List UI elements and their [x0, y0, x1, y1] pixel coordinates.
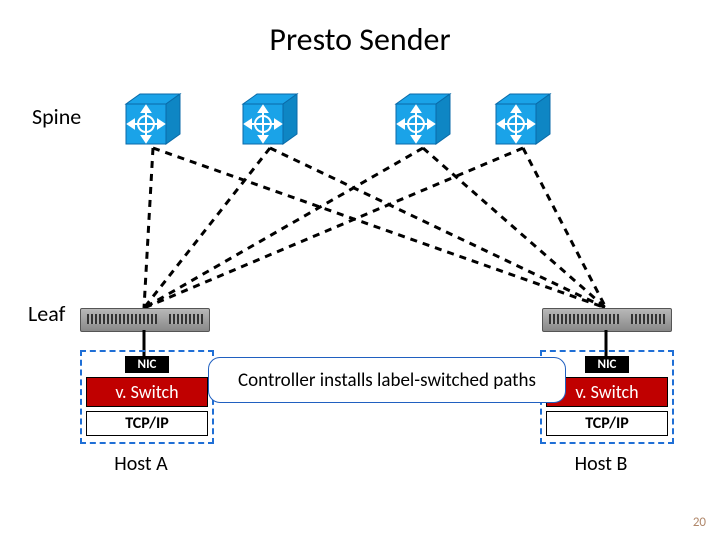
slide-title: Presto Sender	[0, 20, 720, 59]
host-a-vswitch: v. Switch	[86, 377, 208, 407]
host-a-label: Host A	[80, 452, 202, 476]
host-b-nic: NIC	[585, 356, 629, 373]
leaf-switch-0	[80, 308, 210, 332]
host-a-nic: NIC	[125, 356, 169, 373]
host-a-box: NIC v. Switch TCP/IP	[80, 350, 214, 444]
spine-switch-1	[237, 92, 303, 146]
host-b-tcpip: TCP/IP	[546, 411, 668, 436]
host-a-tcpip: TCP/IP	[86, 411, 208, 436]
spine-switch-3	[490, 92, 556, 146]
leaf-switch-1	[542, 308, 672, 332]
spine-label: Spine	[32, 103, 81, 130]
slide-number: 20	[693, 515, 706, 530]
host-b-label: Host B	[540, 452, 662, 476]
leaf-label: Leaf	[28, 300, 65, 327]
spine-switch-0	[120, 92, 186, 146]
spine-switch-2	[390, 92, 456, 146]
controller-callout: Controller installs label-switched paths	[208, 357, 566, 403]
